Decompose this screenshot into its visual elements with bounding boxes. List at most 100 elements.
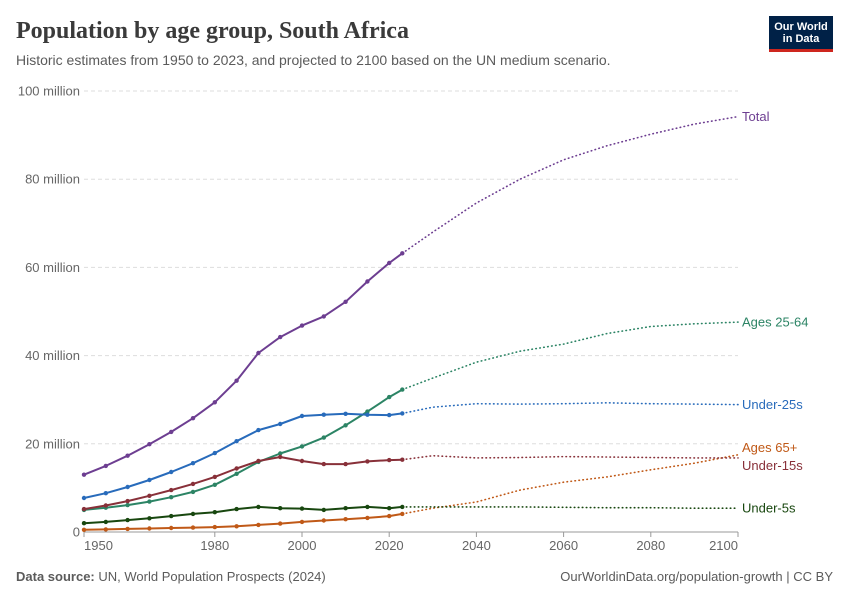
ages-25-64-data-point [125,502,130,508]
total-data-point [365,279,370,284]
series-under-25s [81,401,739,501]
ages-65-data-point [387,513,392,519]
ages-65-data-point [343,517,348,522]
y-tick-label: 0 [73,525,80,540]
ages-65-data-point [125,526,130,532]
ages-25-64-data-point [321,435,326,440]
total-data-point [256,350,261,356]
ages-25-64-data-point [400,387,405,392]
under-25s-data-point [400,411,405,416]
total-end-label[interactable]: Total [742,109,770,124]
y-tick-label: 40 million [25,348,80,363]
under-15s-projected-line[interactable] [401,454,739,461]
under-25s-historic-line[interactable] [83,412,404,499]
ages-25-64-data-point [147,499,152,504]
total-data-point [125,453,130,458]
under-25s-data-point [103,491,109,496]
total-historic-line[interactable] [83,252,404,476]
under-15s-data-point [147,493,152,498]
ages-25-64-data-point [190,489,196,495]
total-data-point [190,416,196,421]
y-tick-label: 100 million [18,84,80,99]
under-5s-data-point [387,506,392,511]
ages-65-data-point [103,527,109,532]
total-data-point [278,334,283,340]
ages-25-64-data-point [299,444,305,449]
ages-65-data-point [147,526,152,531]
under-25s-data-point [321,412,326,417]
under-15s-data-point [365,459,370,464]
total-data-point [169,429,174,435]
ages-65-data-point [299,519,305,525]
under-25s-data-point [278,421,283,427]
total-data-point [147,442,152,447]
under-5s-data-point [147,516,152,521]
ages-25-64-projected-line[interactable] [401,321,739,391]
under-15s-end-label[interactable]: Under-15s [742,458,803,473]
license-link[interactable]: CC BY [793,569,833,584]
total-data-point [387,260,392,266]
ages-25-64-end-label[interactable]: Ages 25-64 [742,315,809,330]
ages-65-end-label[interactable]: Ages 65+ [742,440,797,455]
total-projected-line[interactable] [401,115,739,255]
under-5s-data-point [234,506,239,512]
under-15s-historic-line[interactable] [83,456,404,511]
under-25s-data-point [365,412,370,417]
ages-25-64-data-point [278,451,283,456]
y-tick-label: 80 million [25,172,80,187]
footer-separator: | [786,569,790,584]
under-15s-data-point [256,458,261,464]
under-15s-data-point [169,487,174,493]
under-5s-end-label[interactable]: Under-5s [742,501,796,516]
owid-logo[interactable]: Our World in Data [769,16,833,52]
under-15s-data-point [387,457,392,463]
under-5s-data-point [125,517,130,523]
under-5s-data-point [299,506,305,511]
series-ages-65 [81,454,739,532]
under-15s-data-point [212,474,217,480]
ages-25-64-historic-line[interactable] [83,388,404,511]
under-25s-data-point [234,439,239,444]
ages-25-64-data-point [234,471,239,476]
footer-links: OurWorldinData.org/population-growth | C… [560,570,833,583]
total-data-point [103,463,109,469]
series-under-5s [81,504,739,526]
under-25s-projected-line[interactable] [401,401,739,415]
total-data-point [81,472,87,477]
under-25s-end-label[interactable]: Under-25s [742,397,803,412]
under-15s-data-point [103,503,109,508]
data-source: Data source: UN, World Population Prospe… [16,570,326,583]
ages-65-data-point [278,521,283,526]
ages-65-data-point [169,525,174,531]
under-15s-data-point [81,506,87,512]
chart-title: Population by age group, South Africa [16,18,409,44]
source-url-link[interactable]: OurWorldinData.org/population-growth [560,569,783,584]
under-5s-projected-line[interactable] [401,506,739,509]
x-axis: 1950 1980 2000 2020 2040 2060 2080 2100 [83,531,739,553]
y-axis: 0 20 million 40 million 60 million 80 millio… [18,84,738,540]
ages-25-64-data-point [387,394,392,400]
under-5s-data-point [365,504,370,510]
ages-65-data-point [365,515,370,521]
under-25s-data-point [299,413,305,419]
data-source-label: Data source: [16,569,95,584]
under-15s-data-point [234,466,239,471]
total-data-point [234,378,239,383]
under-5s-historic-line[interactable] [83,505,404,525]
under-25s-data-point [190,461,196,466]
ages-65-data-point [400,511,405,517]
ages-65-projected-line[interactable] [401,454,739,515]
total-data-point [400,251,405,256]
under-15s-data-point [125,498,130,504]
ages-65-data-point [212,524,217,530]
under-15s-data-point [190,481,196,487]
under-25s-data-point [81,495,87,501]
ages-65-data-point [321,518,326,523]
under-25s-data-point [256,427,261,433]
under-5s-data-point [81,521,87,526]
under-5s-data-point [212,510,217,515]
under-15s-data-point [278,454,283,460]
ages-65-historic-line[interactable] [83,512,404,531]
